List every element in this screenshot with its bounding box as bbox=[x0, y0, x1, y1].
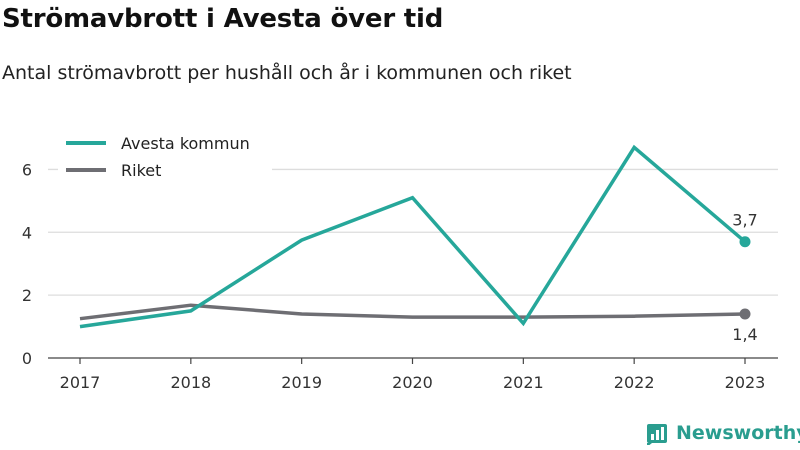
legend-label: Riket bbox=[121, 161, 161, 180]
chart-title: Strömavbrott i Avesta över tid bbox=[2, 4, 444, 34]
end-point-riket bbox=[739, 308, 751, 320]
brand-name: Newsworthy bbox=[676, 422, 800, 444]
x-tick-label: 2021 bbox=[503, 373, 544, 392]
newsworthy-brand: Newsworthy bbox=[646, 420, 800, 446]
y-tick-label: 6 bbox=[22, 160, 32, 179]
newsworthy-logo-icon bbox=[647, 424, 667, 445]
series-line-riket bbox=[79, 303, 746, 321]
x-tick-label: 2018 bbox=[170, 373, 211, 392]
y-tick-label: 2 bbox=[22, 286, 32, 305]
legend-label: Avesta kommun bbox=[121, 134, 250, 153]
end-point-avesta bbox=[739, 236, 751, 248]
end-label-riket: 1,4 bbox=[732, 325, 757, 344]
x-tick-label: 2017 bbox=[60, 373, 101, 392]
chart-subtitle: Antal strömavbrott per hushåll och år i … bbox=[2, 62, 572, 84]
y-tick-label: 0 bbox=[22, 349, 32, 368]
y-tick-label: 4 bbox=[22, 223, 32, 242]
x-tick-label: 2023 bbox=[725, 373, 766, 392]
x-tick-label: 2022 bbox=[614, 373, 655, 392]
legend-background bbox=[58, 128, 272, 184]
line-chart: 0 2 4 6 2017 2018 2019 2020 2021 2022 2023 3,7 1,4 Av… bbox=[21, 128, 778, 392]
x-tick-label: 2019 bbox=[281, 373, 322, 392]
end-label-avesta: 3,7 bbox=[732, 211, 757, 230]
series-line-avesta bbox=[79, 144, 747, 329]
x-tick-label: 2020 bbox=[392, 373, 433, 392]
